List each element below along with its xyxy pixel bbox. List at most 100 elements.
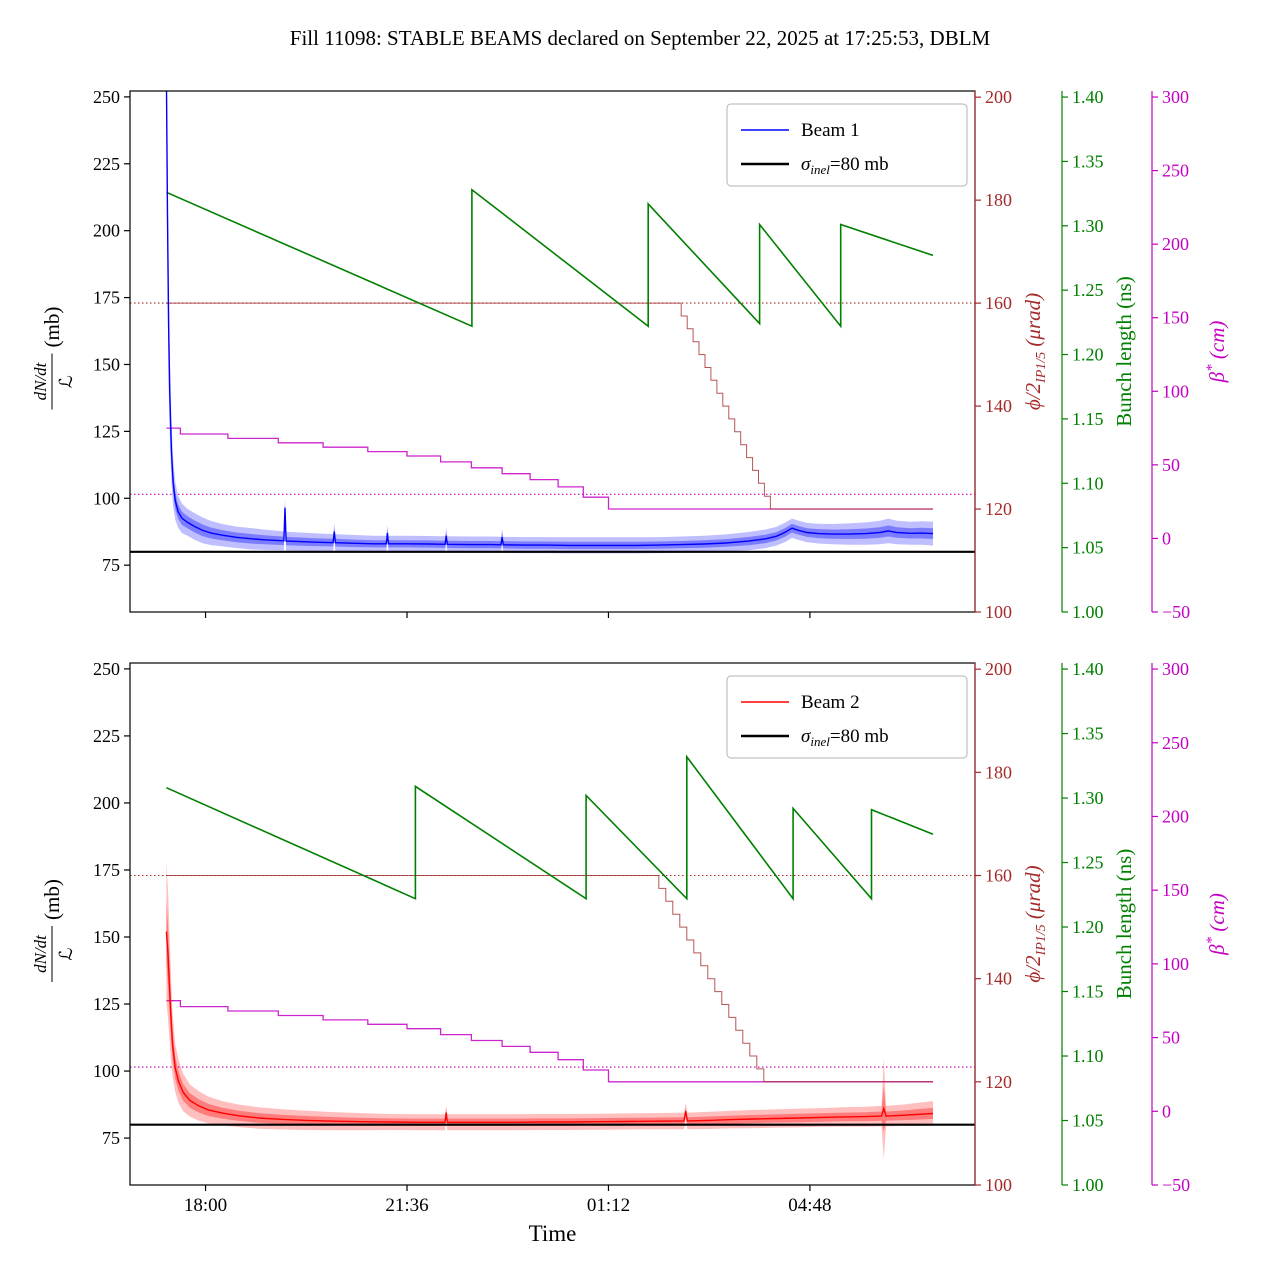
svg-text:200: 200 [1162, 806, 1189, 826]
svg-text:−50: −50 [1162, 602, 1190, 622]
svg-text:200: 200 [985, 87, 1012, 107]
legend-label-1: σinel=80 mb [801, 726, 889, 749]
x-axis-label: Time [529, 1221, 577, 1246]
svg-text:150: 150 [93, 927, 120, 947]
bunch-axis-label: Bunch length (ns) [1112, 276, 1136, 426]
svg-text:140: 140 [985, 396, 1012, 416]
svg-text:(mb): (mb) [40, 307, 64, 348]
svg-text:1.05: 1.05 [1072, 538, 1104, 558]
svg-text:ℒ: ℒ [56, 375, 76, 388]
svg-text:100: 100 [1162, 954, 1189, 974]
legend: Beam 1 σinel=80 mb [726, 103, 968, 187]
svg-text:50: 50 [1162, 455, 1180, 475]
svg-text:100: 100 [985, 602, 1012, 622]
svg-text:dN/dt: dN/dt [31, 934, 50, 973]
svg-text:250: 250 [93, 87, 120, 107]
svg-text:200: 200 [985, 659, 1012, 679]
svg-text:dN/dt: dN/dt [31, 361, 50, 400]
svg-text:175: 175 [93, 860, 120, 880]
svg-text:75: 75 [102, 1128, 120, 1148]
svg-text:(mb): (mb) [40, 879, 64, 920]
svg-text:150: 150 [1162, 308, 1189, 328]
svg-text:1.00: 1.00 [1072, 1175, 1104, 1195]
figure-title: Fill 11098: STABLE BEAMS declared on Sep… [289, 26, 991, 50]
svg-text:0: 0 [1162, 1101, 1171, 1121]
svg-text:200: 200 [93, 793, 120, 813]
svg-text:1.20: 1.20 [1072, 917, 1104, 937]
bunch-axis-ticks: 1.00 1.05 1.10 1.15 1.20 1.25 1.30 1.35 1.40 [1062, 659, 1104, 1195]
crossing-axis-label: ϕ/2IP1/5 (μrad) [1021, 293, 1049, 410]
svg-text:04:48: 04:48 [788, 1195, 831, 1216]
svg-text:01:12: 01:12 [587, 1195, 630, 1216]
svg-text:1.00: 1.00 [1072, 602, 1104, 622]
subplot-beam2: 75 100 125 150 175 200 225 250 100 120 140 160 180 20… [31, 659, 1229, 1246]
svg-text:120: 120 [985, 499, 1012, 519]
svg-text:200: 200 [1162, 234, 1189, 254]
bunch-length-line [166, 188, 934, 329]
svg-text:50: 50 [1162, 1028, 1180, 1048]
svg-text:250: 250 [1162, 161, 1189, 181]
svg-text:Bunch length (ns): Bunch length (ns) [1112, 849, 1136, 999]
beta-star-steps [166, 427, 933, 510]
svg-text:1.10: 1.10 [1072, 1046, 1104, 1066]
svg-text:300: 300 [1162, 659, 1189, 679]
svg-text:225: 225 [93, 726, 120, 746]
svg-text:1.25: 1.25 [1072, 280, 1104, 300]
legend-label-0: Beam 1 [801, 120, 860, 141]
svg-text:1.40: 1.40 [1072, 659, 1104, 679]
svg-text:180: 180 [985, 190, 1012, 210]
beta-axis-ticks: −50 0 50 100 150 200 250 300 [1152, 659, 1190, 1195]
legend-label-1: σinel=80 mb [801, 154, 889, 177]
bunch-axis-label: Bunch length (ns) [1112, 849, 1136, 999]
svg-text:1.10: 1.10 [1072, 473, 1104, 493]
left-axis-ticks: 75 100 125 150 175 200 225 250 [93, 659, 130, 1148]
x-axis-ticks: 18:00 21:36 01:12 04:48 [184, 1185, 832, 1216]
legend-box [726, 103, 968, 187]
svg-text:1.05: 1.05 [1072, 1111, 1104, 1131]
beta-axis-label: β* (cm) [1204, 321, 1229, 384]
svg-text:1.30: 1.30 [1072, 216, 1104, 236]
svg-text:21:36: 21:36 [385, 1195, 428, 1216]
svg-text:ϕ/2IP1/5 (μrad): ϕ/2IP1/5 (μrad) [1021, 293, 1049, 410]
crossing-angle-steps [166, 875, 933, 1083]
x-axis-ticks [204, 612, 811, 618]
legend-box [726, 675, 968, 759]
svg-text:1.15: 1.15 [1072, 982, 1104, 1002]
svg-text:1.30: 1.30 [1072, 788, 1104, 808]
svg-text:120: 120 [985, 1072, 1012, 1092]
svg-text:250: 250 [93, 659, 120, 679]
left-axis-label: dN/dt ℒ (mb) [31, 307, 76, 410]
beta-axis-label: β* (cm) [1204, 893, 1229, 956]
svg-text:1.25: 1.25 [1072, 853, 1104, 873]
crossing-axis-ticks: 100 120 140 160 180 200 [975, 87, 1012, 622]
legend-label-0: Beam 2 [801, 692, 860, 713]
svg-text:ℒ: ℒ [56, 948, 76, 961]
svg-text:1.40: 1.40 [1072, 87, 1104, 107]
svg-text:100: 100 [93, 488, 120, 508]
left-axis-ticks: 75 100 125 150 175 200 225 250 [93, 87, 130, 575]
beta-star-steps [166, 1000, 933, 1083]
svg-text:160: 160 [985, 293, 1012, 313]
svg-text:−50: −50 [1162, 1175, 1190, 1195]
svg-text:125: 125 [93, 421, 120, 441]
svg-text:150: 150 [1162, 880, 1189, 900]
svg-text:225: 225 [93, 154, 120, 174]
bunch-length-line [166, 754, 934, 902]
beta-axis-ticks: −50 0 50 100 150 200 250 300 [1152, 87, 1190, 622]
svg-text:300: 300 [1162, 87, 1189, 107]
svg-text:1.15: 1.15 [1072, 409, 1104, 429]
svg-text:β* (cm): β* (cm) [1204, 321, 1229, 384]
svg-text:18:00: 18:00 [184, 1195, 227, 1216]
svg-text:1.35: 1.35 [1072, 724, 1104, 744]
svg-text:125: 125 [93, 994, 120, 1014]
crossing-angle-steps [166, 302, 933, 510]
svg-text:Bunch length (ns): Bunch length (ns) [1112, 276, 1136, 426]
svg-text:1.20: 1.20 [1072, 345, 1104, 365]
svg-text:0: 0 [1162, 528, 1171, 548]
svg-text:1.35: 1.35 [1072, 151, 1104, 171]
svg-text:180: 180 [985, 762, 1012, 782]
svg-text:75: 75 [102, 555, 120, 575]
legend: Beam 2 σinel=80 mb [726, 675, 968, 759]
svg-text:ϕ/2IP1/5 (μrad): ϕ/2IP1/5 (μrad) [1021, 865, 1049, 982]
